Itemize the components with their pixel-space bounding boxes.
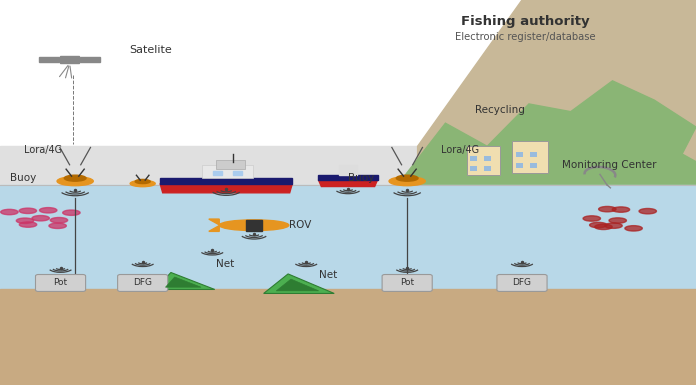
- Text: Lora/4G: Lora/4G: [24, 145, 62, 155]
- Bar: [512, 141, 548, 173]
- Bar: [61, 56, 79, 64]
- FancyBboxPatch shape: [382, 275, 432, 291]
- Ellipse shape: [625, 226, 642, 231]
- Bar: [516, 152, 523, 157]
- Polygon shape: [166, 277, 201, 287]
- Bar: [232, 171, 242, 176]
- Text: Monitoring Center: Monitoring Center: [562, 160, 657, 170]
- Text: DFG: DFG: [133, 278, 152, 288]
- Ellipse shape: [64, 175, 86, 181]
- Bar: [216, 160, 245, 169]
- Text: Fishing authority: Fishing authority: [461, 15, 590, 28]
- Ellipse shape: [609, 218, 626, 223]
- Ellipse shape: [19, 208, 37, 214]
- Polygon shape: [404, 81, 696, 185]
- Polygon shape: [209, 226, 219, 231]
- Ellipse shape: [396, 175, 418, 181]
- Ellipse shape: [1, 209, 18, 215]
- FancyBboxPatch shape: [118, 275, 168, 291]
- Polygon shape: [264, 274, 334, 293]
- Text: Satelite: Satelite: [129, 45, 171, 55]
- Bar: [80, 57, 100, 62]
- FancyBboxPatch shape: [35, 275, 86, 291]
- Text: Electronic register/database: Electronic register/database: [455, 32, 596, 42]
- Bar: [339, 166, 357, 175]
- Bar: [39, 57, 59, 62]
- Polygon shape: [319, 180, 377, 187]
- Text: DFG: DFG: [512, 278, 532, 288]
- Polygon shape: [160, 184, 292, 193]
- Text: Buoy: Buoy: [348, 173, 374, 183]
- Text: Pot: Pot: [400, 278, 414, 288]
- Ellipse shape: [599, 206, 616, 212]
- Text: Lora/4G: Lora/4G: [441, 145, 479, 155]
- Bar: [467, 146, 500, 175]
- Bar: [516, 163, 523, 168]
- Polygon shape: [156, 273, 215, 290]
- Bar: [0, 0, 696, 146]
- Ellipse shape: [389, 177, 425, 186]
- Polygon shape: [319, 175, 377, 180]
- Bar: [0, 289, 696, 385]
- Bar: [213, 171, 222, 176]
- Ellipse shape: [49, 223, 66, 228]
- Ellipse shape: [605, 223, 622, 228]
- Ellipse shape: [639, 209, 656, 214]
- Bar: [203, 165, 253, 178]
- Bar: [470, 156, 477, 161]
- Text: Recycling: Recycling: [475, 105, 525, 115]
- Ellipse shape: [590, 223, 607, 228]
- Ellipse shape: [130, 181, 155, 187]
- Polygon shape: [418, 0, 696, 185]
- Ellipse shape: [40, 208, 57, 213]
- Ellipse shape: [63, 210, 80, 215]
- Polygon shape: [209, 219, 219, 225]
- Text: ROV: ROV: [289, 220, 311, 230]
- Bar: [470, 166, 477, 171]
- Text: Buoy: Buoy: [10, 173, 36, 183]
- FancyBboxPatch shape: [497, 275, 547, 291]
- Polygon shape: [160, 178, 292, 184]
- Bar: [530, 163, 537, 168]
- Bar: [246, 220, 262, 231]
- Polygon shape: [276, 279, 319, 291]
- Ellipse shape: [57, 177, 93, 186]
- Ellipse shape: [32, 216, 49, 221]
- Ellipse shape: [612, 207, 630, 212]
- Ellipse shape: [50, 218, 68, 223]
- Bar: [484, 166, 491, 171]
- Text: Net: Net: [319, 270, 338, 280]
- Text: Pot: Pot: [54, 278, 68, 288]
- Bar: [0, 185, 696, 289]
- Bar: [530, 152, 537, 157]
- Bar: [484, 156, 491, 161]
- Ellipse shape: [595, 224, 612, 229]
- Ellipse shape: [583, 216, 601, 221]
- Ellipse shape: [219, 220, 289, 231]
- Ellipse shape: [19, 222, 37, 227]
- Text: Net: Net: [216, 259, 234, 269]
- Bar: [0, 146, 696, 185]
- Ellipse shape: [16, 218, 33, 223]
- Ellipse shape: [135, 179, 150, 184]
